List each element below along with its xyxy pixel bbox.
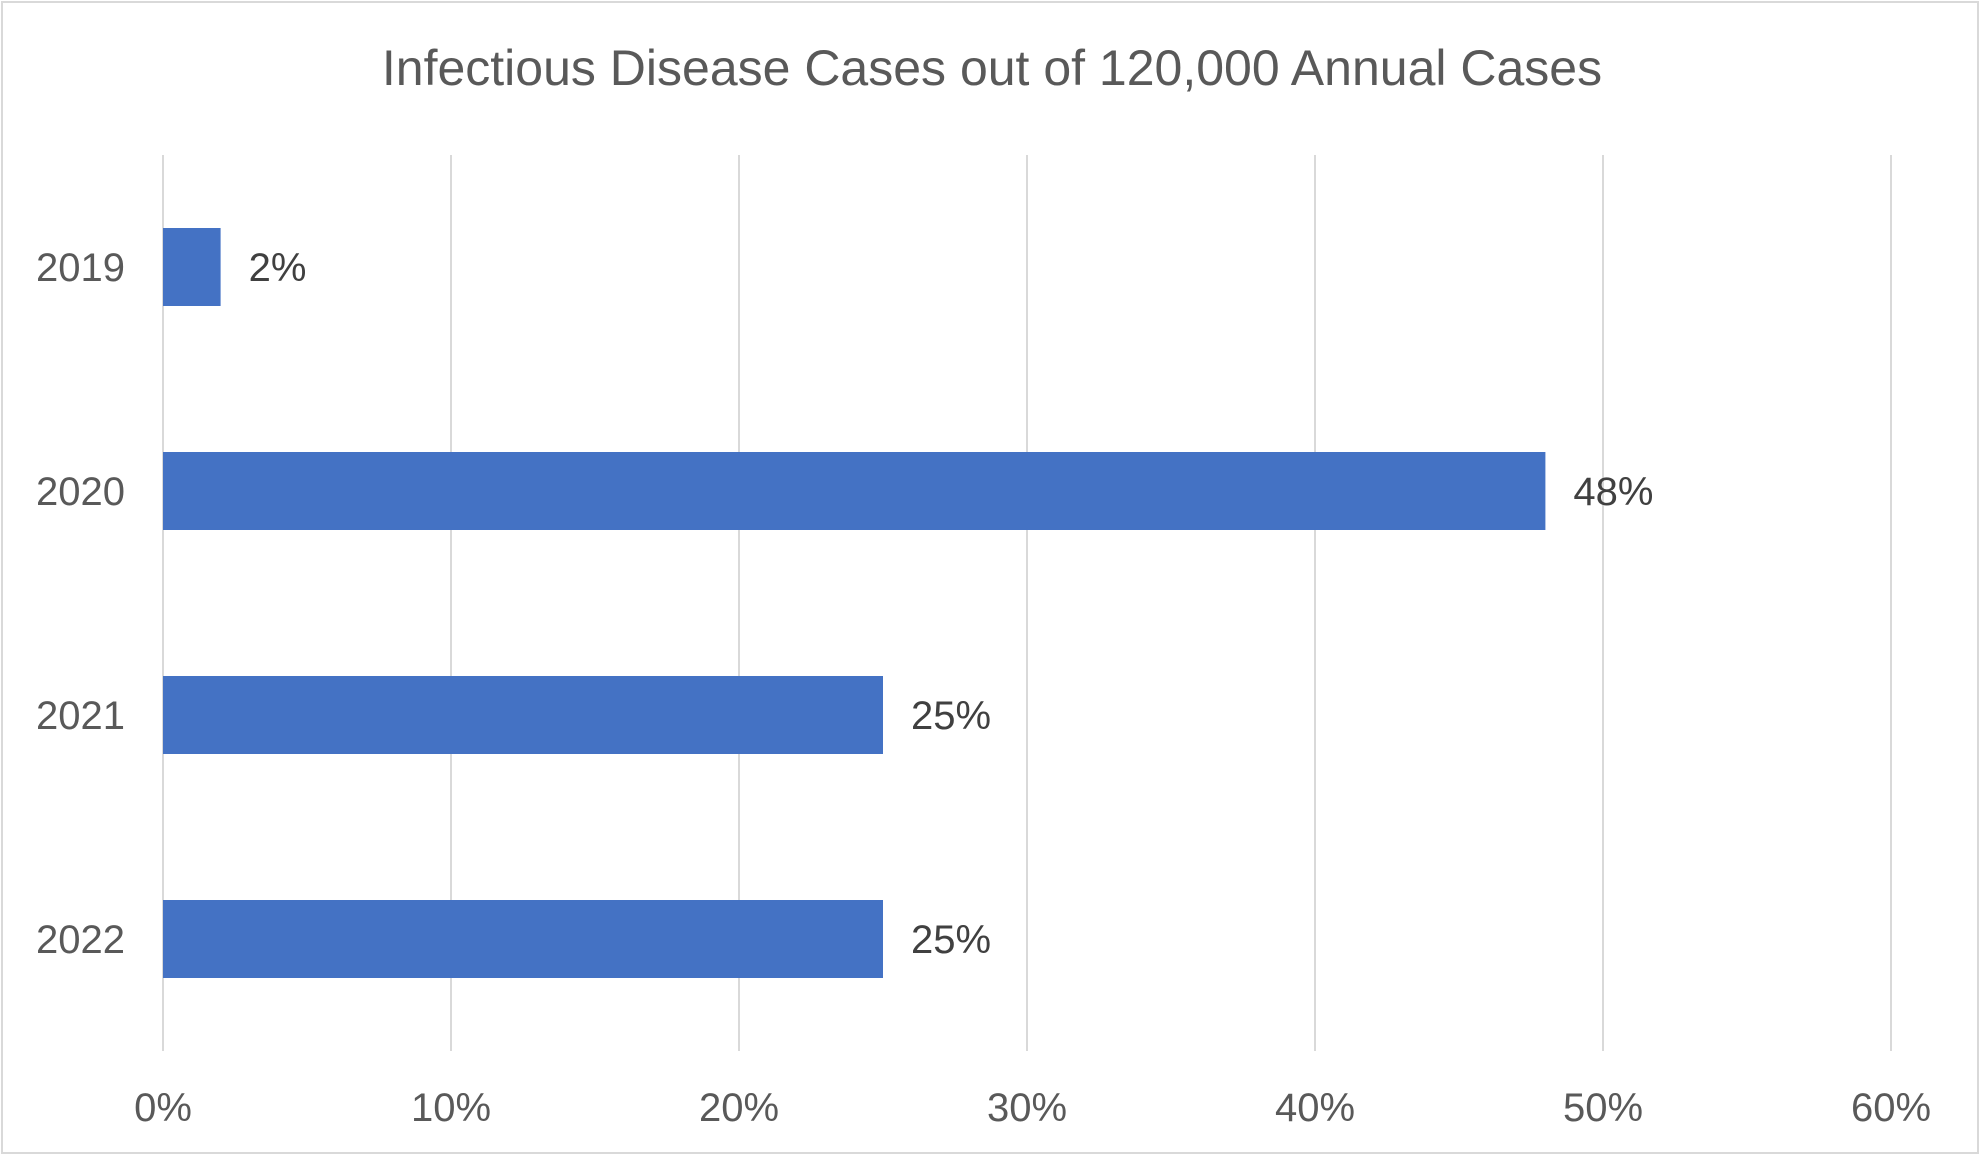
bar-2021 xyxy=(163,676,883,754)
category-label-2019: 2019 xyxy=(36,246,125,290)
data-label-2021: 25% xyxy=(911,694,991,738)
x-tick-label-6: 60% xyxy=(1851,1086,1931,1130)
data-label-2019: 2% xyxy=(249,246,307,290)
category-axis: 2019 2020 2021 2022 xyxy=(36,246,125,962)
bar-2022 xyxy=(163,900,883,978)
bar-layer xyxy=(163,228,1546,978)
value-axis: 0% 10% 20% 30% 40% 50% 60% xyxy=(134,1086,1931,1130)
category-label-2022: 2022 xyxy=(36,918,125,962)
bar-2019 xyxy=(163,228,221,306)
x-tick-label-0: 0% xyxy=(134,1086,192,1130)
chart-svg: Infectious Disease Cases out of 120,000 … xyxy=(36,40,1931,1130)
grid-layer xyxy=(162,155,1892,1051)
x-tick-label-2: 20% xyxy=(699,1086,779,1130)
category-label-2020: 2020 xyxy=(36,470,125,514)
x-tick-label-5: 50% xyxy=(1563,1086,1643,1130)
chart-title: Infectious Disease Cases out of 120,000 … xyxy=(382,40,1602,96)
x-tick-label-3: 30% xyxy=(987,1086,1067,1130)
data-label-2022: 25% xyxy=(911,918,991,962)
category-label-2021: 2021 xyxy=(36,694,125,738)
label-layer: 2% 48% 25% 25% xyxy=(249,246,1654,962)
data-label-2020: 48% xyxy=(1573,470,1653,514)
x-tick-label-4: 40% xyxy=(1275,1086,1355,1130)
bar-2020 xyxy=(163,452,1546,530)
x-tick-label-1: 10% xyxy=(411,1086,491,1130)
